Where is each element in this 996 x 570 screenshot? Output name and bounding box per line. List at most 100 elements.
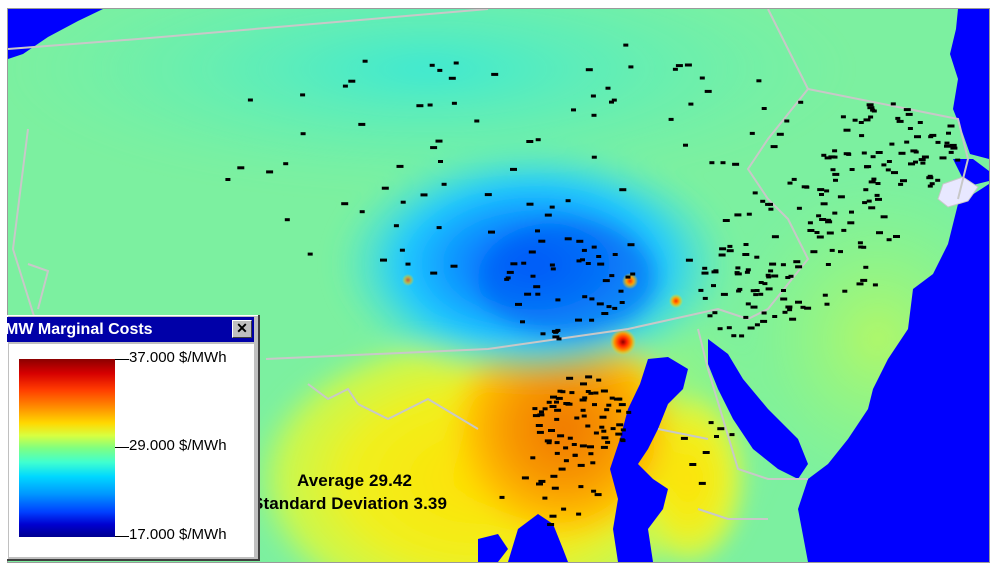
generator-marker <box>875 182 881 185</box>
generator-marker <box>524 292 532 296</box>
generator-marker <box>833 178 838 182</box>
close-icon[interactable]: ✕ <box>232 320 252 338</box>
generator-marker <box>881 163 887 167</box>
generator-marker <box>717 427 725 431</box>
generator-marker <box>592 403 597 407</box>
generator-marker <box>766 275 772 279</box>
generator-marker <box>810 250 818 254</box>
generator-marker <box>530 456 536 460</box>
generator-marker <box>885 168 891 172</box>
generator-marker <box>875 151 883 154</box>
generator-marker <box>581 248 587 252</box>
generator-marker <box>769 262 777 266</box>
generator-marker <box>560 390 566 394</box>
generator-marker <box>606 403 612 407</box>
generator-marker <box>499 495 505 499</box>
legend-body: 37.000 $/MWh 29.000 $/MWh 17.000 $/MWh <box>9 344 254 557</box>
generator-marker <box>822 293 828 297</box>
generator-marker <box>555 298 561 302</box>
generator-marker <box>358 122 366 126</box>
generator-marker <box>599 425 605 429</box>
generator-marker <box>564 237 572 241</box>
generator-marker <box>784 119 790 123</box>
generator-marker <box>619 301 625 304</box>
generator-marker <box>416 104 424 108</box>
generator-marker <box>569 391 575 395</box>
generator-marker <box>863 188 869 192</box>
generator-marker <box>581 414 587 418</box>
generator-marker <box>600 389 608 393</box>
legend-label-high: 37.000 $/MWh <box>129 349 227 366</box>
legend-title-bar[interactable]: MW Marginal Costs <box>7 317 254 342</box>
generator-marker <box>474 119 480 123</box>
generator-markers <box>225 43 961 526</box>
generator-marker <box>307 252 313 256</box>
generator-marker <box>830 168 836 172</box>
generator-marker <box>801 185 809 189</box>
generator-marker <box>609 100 614 104</box>
generator-marker <box>843 152 851 156</box>
generator-marker <box>807 221 813 225</box>
legend-label-mid: 29.000 $/MWh <box>129 437 227 454</box>
generator-marker <box>606 305 612 309</box>
generator-marker <box>540 332 546 336</box>
generator-marker <box>591 155 597 159</box>
generator-marker <box>572 453 578 457</box>
generator-marker <box>558 467 566 471</box>
generator-marker <box>526 140 534 143</box>
generator-marker <box>441 182 447 186</box>
average-text: Average 29.42 <box>297 471 413 490</box>
generator-marker <box>225 178 231 181</box>
legend-window[interactable]: MW Marginal Costs ✕ 37.000 $/MWh 29.000 … <box>7 315 260 561</box>
generator-marker <box>702 296 708 300</box>
cost-surface <box>8 9 989 562</box>
generator-marker <box>602 279 610 283</box>
generator-marker <box>816 235 824 239</box>
generator-marker <box>698 481 706 485</box>
generator-marker <box>284 218 290 222</box>
generator-marker <box>871 177 877 181</box>
generator-marker <box>754 255 760 259</box>
generator-marker <box>491 72 499 76</box>
generator-marker <box>561 507 567 511</box>
generator-marker <box>838 250 843 254</box>
generator-marker <box>430 271 438 275</box>
generator-marker <box>616 423 624 427</box>
generator-marker <box>761 311 767 315</box>
generator-marker <box>609 274 615 278</box>
generator-marker <box>824 156 832 160</box>
generator-marker <box>589 318 595 322</box>
generator-marker <box>939 156 947 160</box>
generator-marker <box>704 89 712 93</box>
tick-bottom <box>115 536 129 537</box>
generator-marker <box>935 178 941 182</box>
generator-marker <box>611 98 617 102</box>
generator-marker <box>542 496 548 500</box>
generator-marker <box>532 407 538 411</box>
generator-marker <box>620 428 626 432</box>
generator-marker <box>787 308 793 312</box>
generator-marker <box>832 172 840 176</box>
generator-marker <box>605 440 611 444</box>
generator-marker <box>781 289 786 292</box>
generator-marker <box>935 140 941 144</box>
generator-marker <box>840 115 846 119</box>
generator-marker <box>429 63 435 67</box>
generator-marker <box>858 121 864 124</box>
generator-marker <box>554 441 560 445</box>
generator-marker <box>817 188 825 192</box>
generator-marker <box>593 391 599 395</box>
generator-marker <box>762 282 768 286</box>
generator-marker <box>918 158 926 162</box>
generator-marker <box>535 424 543 427</box>
generator-marker <box>528 250 536 254</box>
generator-marker <box>536 482 543 486</box>
generator-marker <box>863 265 869 269</box>
generator-marker <box>554 400 559 404</box>
generator-marker <box>856 282 864 286</box>
generator-marker <box>908 162 915 166</box>
generator-marker <box>380 258 387 262</box>
generator-marker <box>858 245 864 249</box>
generator-marker <box>791 177 797 181</box>
generator-marker <box>619 188 627 192</box>
